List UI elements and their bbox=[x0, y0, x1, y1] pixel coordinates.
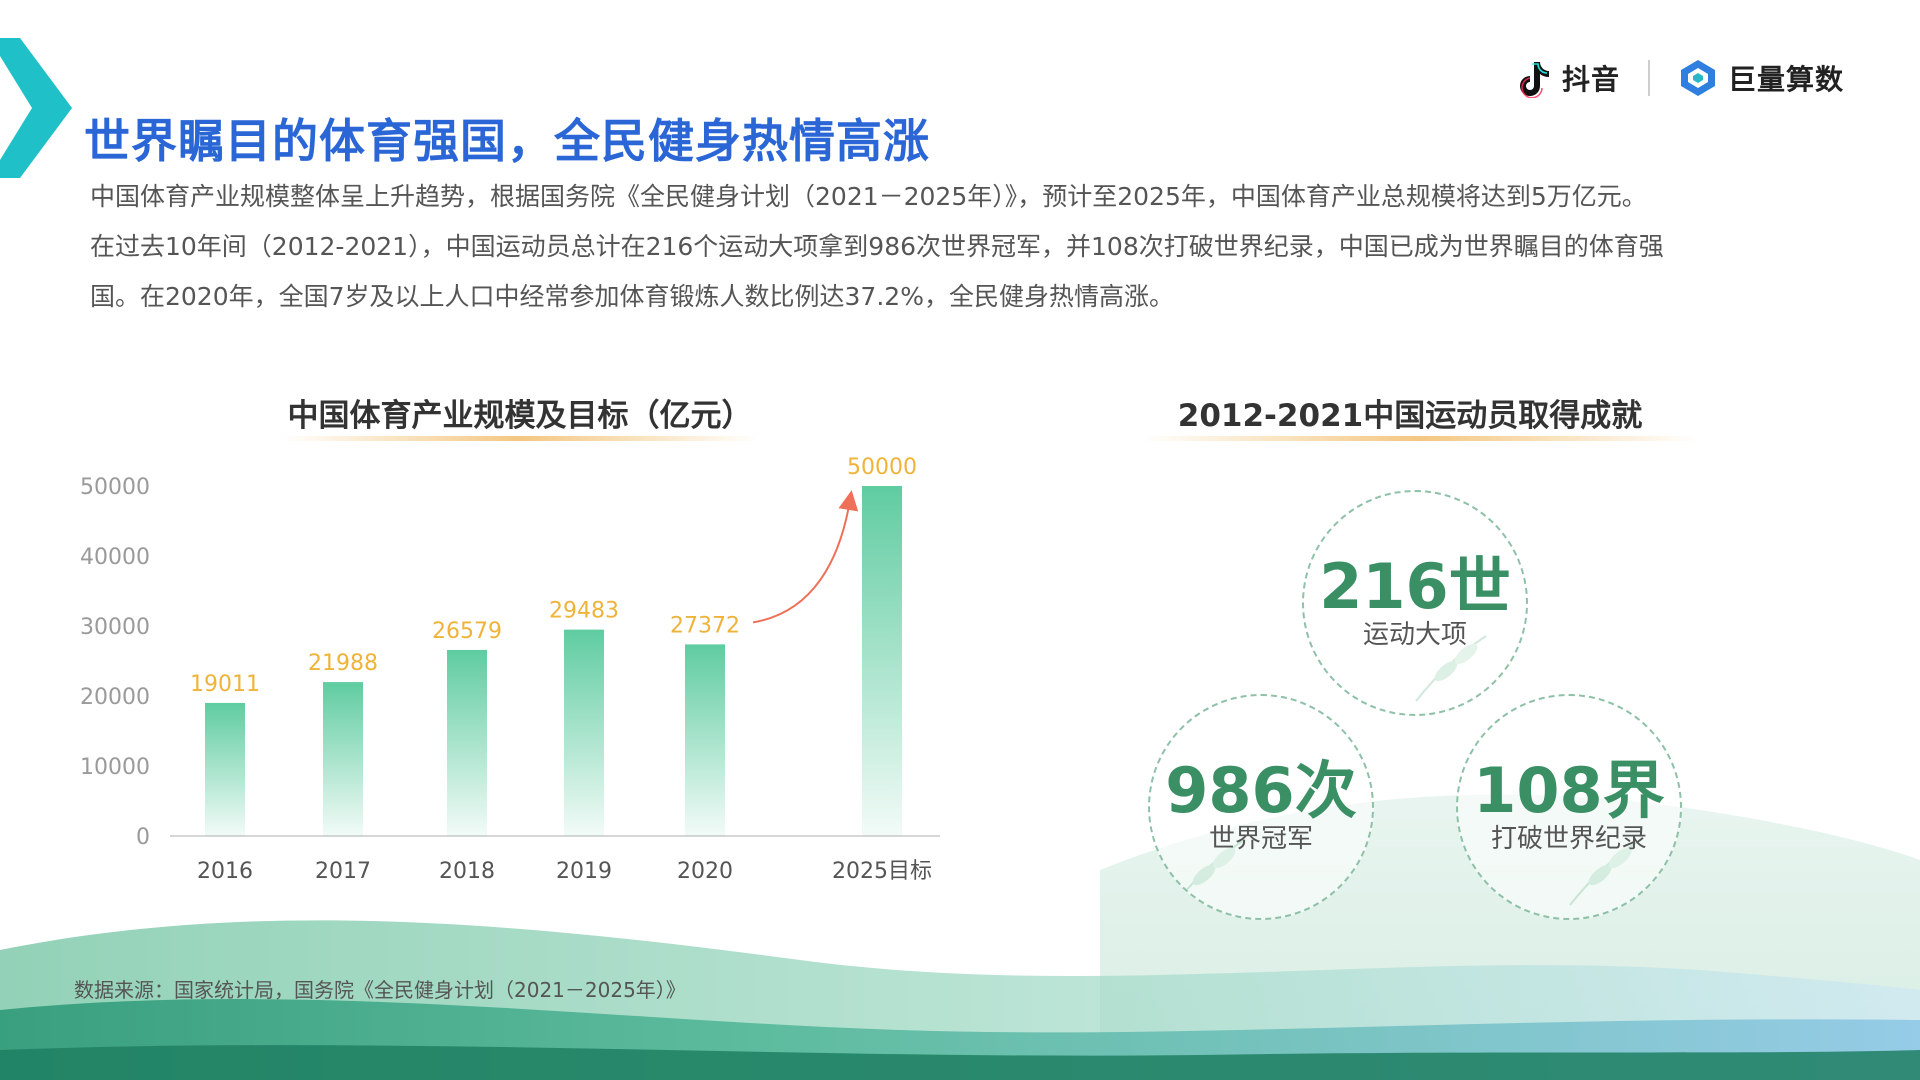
y-tick-label: 0 bbox=[136, 825, 150, 850]
stat-label-sports: 运动大项 bbox=[1362, 620, 1467, 650]
bar-chart: 0 10000 20000 30000 40000 50000 19011 21988 265… bbox=[80, 455, 940, 884]
chart-title-underline bbox=[280, 436, 760, 441]
x-tick-label: 2018 bbox=[439, 859, 495, 884]
bar-2018 bbox=[447, 649, 487, 836]
bar-2020 bbox=[685, 644, 725, 836]
bar-value-label: 27372 bbox=[670, 613, 740, 638]
bar-value-label: 19011 bbox=[190, 672, 260, 697]
stat-value-records: 108界 bbox=[1473, 754, 1665, 827]
x-tick-label: 2025目标 bbox=[832, 859, 932, 884]
y-tick-label: 30000 bbox=[80, 615, 150, 640]
stat-circle-champions: 986次 世界冠军 bbox=[1148, 694, 1374, 920]
bar-2017 bbox=[323, 682, 363, 836]
stat-circle-sports: 216世 运动大项 bbox=[1302, 490, 1528, 716]
bar-2016 bbox=[205, 702, 245, 836]
stat-value-champions: 986次 bbox=[1165, 754, 1357, 827]
y-tick-label: 50000 bbox=[80, 475, 150, 500]
stat-label-records: 打破世界纪录 bbox=[1490, 824, 1647, 854]
bar-2019 bbox=[564, 629, 604, 836]
stat-value-sports: 216世 bbox=[1319, 550, 1511, 623]
x-tick-label: 2017 bbox=[315, 859, 371, 884]
y-tick-label: 40000 bbox=[80, 545, 150, 570]
y-tick-label: 20000 bbox=[80, 685, 150, 710]
chart-title: 中国体育产业规模及目标（亿元） bbox=[287, 398, 753, 434]
logo-juliang: 巨量算数 bbox=[1678, 58, 1844, 98]
achievements-title-underline bbox=[1140, 436, 1700, 441]
leaf-decoration-icon bbox=[1415, 635, 1487, 702]
y-tick-label: 10000 bbox=[80, 755, 150, 780]
douyin-note-icon bbox=[1519, 62, 1549, 98]
bar-2025目标 bbox=[862, 486, 902, 836]
juliang-diamond-icon bbox=[1680, 60, 1715, 96]
intro-line-2: 在过去10年间（2012-2021），中国运动员总计在216个运动大项拿到986… bbox=[90, 232, 1664, 261]
achievements-title: 2012-2021中国运动员取得成就 bbox=[1177, 398, 1643, 434]
logo-douyin: 抖音 bbox=[1512, 58, 1620, 98]
leaf-decoration-icon bbox=[1569, 839, 1641, 906]
stat-circle-records: 108界 打破世界纪录 bbox=[1456, 694, 1682, 920]
intro-paragraph: 中国体育产业规模整体呈上升趋势，根据国务院《全民健身计划（2021－2025年）… bbox=[90, 172, 1850, 322]
logo-juliang-text: 巨量算数 bbox=[1727, 63, 1844, 96]
bar-value-label: 29483 bbox=[549, 599, 619, 624]
x-tick-label: 2016 bbox=[197, 859, 253, 884]
x-tick-label: 2020 bbox=[677, 859, 733, 884]
trend-arrow bbox=[752, 490, 859, 624]
bar-value-label: 50000 bbox=[847, 455, 917, 480]
stat-label-champions: 世界冠军 bbox=[1208, 824, 1313, 854]
bar-value-label: 26579 bbox=[432, 619, 502, 644]
background-landscape bbox=[0, 794, 1920, 1080]
logo-douyin-text: 抖音 bbox=[1561, 63, 1620, 96]
x-tick-label: 2019 bbox=[556, 859, 612, 884]
brand-logos: 抖音 巨量算数 bbox=[1512, 58, 1844, 98]
logo-divider bbox=[1647, 60, 1650, 96]
bar-value-label: 21988 bbox=[308, 651, 378, 676]
data-source: 数据来源：国家统计局，国务院《全民健身计划（2021－2025年）》 bbox=[74, 978, 686, 1002]
intro-line-3: 国。在2020年，全国7岁及以上人口中经常参加体育锻炼人数比例达37.2%，全民… bbox=[90, 282, 1174, 311]
page-title: 世界瞩目的体育强国，全民健身热情高涨 bbox=[84, 114, 930, 168]
corner-chevron-decoration bbox=[0, 38, 72, 178]
leaf-decoration-icon bbox=[1173, 839, 1245, 906]
intro-line-1: 中国体育产业规模整体呈上升趋势，根据国务院《全民健身计划（2021－2025年）… bbox=[90, 182, 1647, 211]
